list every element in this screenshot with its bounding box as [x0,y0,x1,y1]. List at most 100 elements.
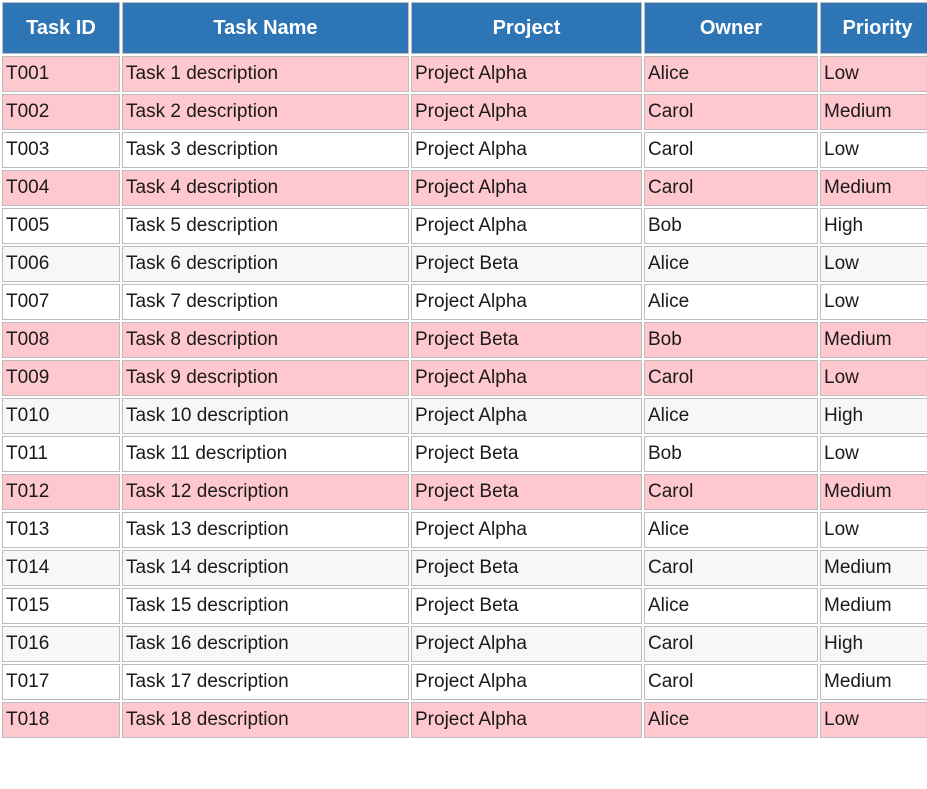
priority-cell: High [820,398,927,434]
task-name-cell: Task 16 description [122,626,409,662]
column-header-priority: Priority [820,2,927,54]
project-cell: Project Beta [411,436,642,472]
task-id-cell: T004 [2,170,120,206]
project-cell: Project Alpha [411,512,642,548]
project-cell: Project Alpha [411,56,642,92]
priority-cell: Low [820,436,927,472]
owner-cell: Alice [644,246,818,282]
owner-cell: Alice [644,284,818,320]
project-cell: Project Alpha [411,94,642,130]
task-name-cell: Task 12 description [122,474,409,510]
owner-cell: Bob [644,322,818,358]
table-row: T006 Task 6 description Project Beta Ali… [2,246,927,282]
priority-cell: Medium [820,170,927,206]
owner-cell: Carol [644,550,818,586]
owner-cell: Alice [644,588,818,624]
table-row: T012 Task 12 description Project Beta Ca… [2,474,927,510]
priority-cell: Medium [820,474,927,510]
table-row: T004 Task 4 description Project Alpha Ca… [2,170,927,206]
task-id-cell: T014 [2,550,120,586]
table-row: T013 Task 13 description Project Alpha A… [2,512,927,548]
task-id-cell: T018 [2,702,120,738]
task-name-cell: Task 8 description [122,322,409,358]
task-id-cell: T017 [2,664,120,700]
task-id-cell: T005 [2,208,120,244]
priority-cell: Low [820,246,927,282]
owner-cell: Carol [644,94,818,130]
task-id-cell: T016 [2,626,120,662]
table-row: T008 Task 8 description Project Beta Bob… [2,322,927,358]
task-name-cell: Task 17 description [122,664,409,700]
task-id-cell: T011 [2,436,120,472]
task-id-cell: T009 [2,360,120,396]
table-row: T009 Task 9 description Project Alpha Ca… [2,360,927,396]
task-name-cell: Task 5 description [122,208,409,244]
column-header-project: Project [411,2,642,54]
priority-cell: High [820,626,927,662]
tasks-table: Task ID Task Name Project Owner Priority… [0,0,927,740]
task-name-cell: Task 18 description [122,702,409,738]
priority-cell: Medium [820,550,927,586]
column-header-task-name: Task Name [122,2,409,54]
task-name-cell: Task 10 description [122,398,409,434]
owner-cell: Bob [644,208,818,244]
task-id-cell: T003 [2,132,120,168]
owner-cell: Carol [644,170,818,206]
table-row: T007 Task 7 description Project Alpha Al… [2,284,927,320]
project-cell: Project Beta [411,246,642,282]
project-cell: Project Alpha [411,626,642,662]
owner-cell: Carol [644,474,818,510]
project-cell: Project Beta [411,588,642,624]
owner-cell: Carol [644,626,818,662]
task-id-cell: T013 [2,512,120,548]
priority-cell: Low [820,702,927,738]
owner-cell: Bob [644,436,818,472]
table-row: T001 Task 1 description Project Alpha Al… [2,56,927,92]
priority-cell: Medium [820,588,927,624]
priority-cell: Low [820,360,927,396]
priority-cell: Low [820,132,927,168]
table-row: T011 Task 11 description Project Beta Bo… [2,436,927,472]
priority-cell: Low [820,284,927,320]
project-cell: Project Alpha [411,132,642,168]
project-cell: Project Beta [411,474,642,510]
task-id-cell: T008 [2,322,120,358]
priority-cell: Low [820,512,927,548]
task-name-cell: Task 15 description [122,588,409,624]
task-id-cell: T015 [2,588,120,624]
table-row: T018 Task 18 description Project Alpha A… [2,702,927,738]
table-row: T014 Task 14 description Project Beta Ca… [2,550,927,586]
owner-cell: Alice [644,398,818,434]
priority-cell: Medium [820,322,927,358]
priority-cell: Medium [820,94,927,130]
table-row: T005 Task 5 description Project Alpha Bo… [2,208,927,244]
table-row: T002 Task 2 description Project Alpha Ca… [2,94,927,130]
header-row: Task ID Task Name Project Owner Priority [2,2,927,54]
task-id-cell: T010 [2,398,120,434]
table-row: T010 Task 10 description Project Alpha A… [2,398,927,434]
table-row: T017 Task 17 description Project Alpha C… [2,664,927,700]
project-cell: Project Alpha [411,702,642,738]
project-cell: Project Alpha [411,398,642,434]
owner-cell: Alice [644,512,818,548]
owner-cell: Carol [644,132,818,168]
task-name-cell: Task 2 description [122,94,409,130]
task-name-cell: Task 7 description [122,284,409,320]
project-cell: Project Alpha [411,284,642,320]
priority-cell: Medium [820,664,927,700]
owner-cell: Carol [644,360,818,396]
task-name-cell: Task 6 description [122,246,409,282]
column-header-owner: Owner [644,2,818,54]
task-id-cell: T012 [2,474,120,510]
project-cell: Project Alpha [411,208,642,244]
task-id-cell: T007 [2,284,120,320]
project-cell: Project Alpha [411,664,642,700]
column-header-task-id: Task ID [2,2,120,54]
owner-cell: Alice [644,702,818,738]
task-name-cell: Task 4 description [122,170,409,206]
table-row: T016 Task 16 description Project Alpha C… [2,626,927,662]
owner-cell: Alice [644,56,818,92]
priority-cell: Low [820,56,927,92]
task-name-cell: Task 11 description [122,436,409,472]
